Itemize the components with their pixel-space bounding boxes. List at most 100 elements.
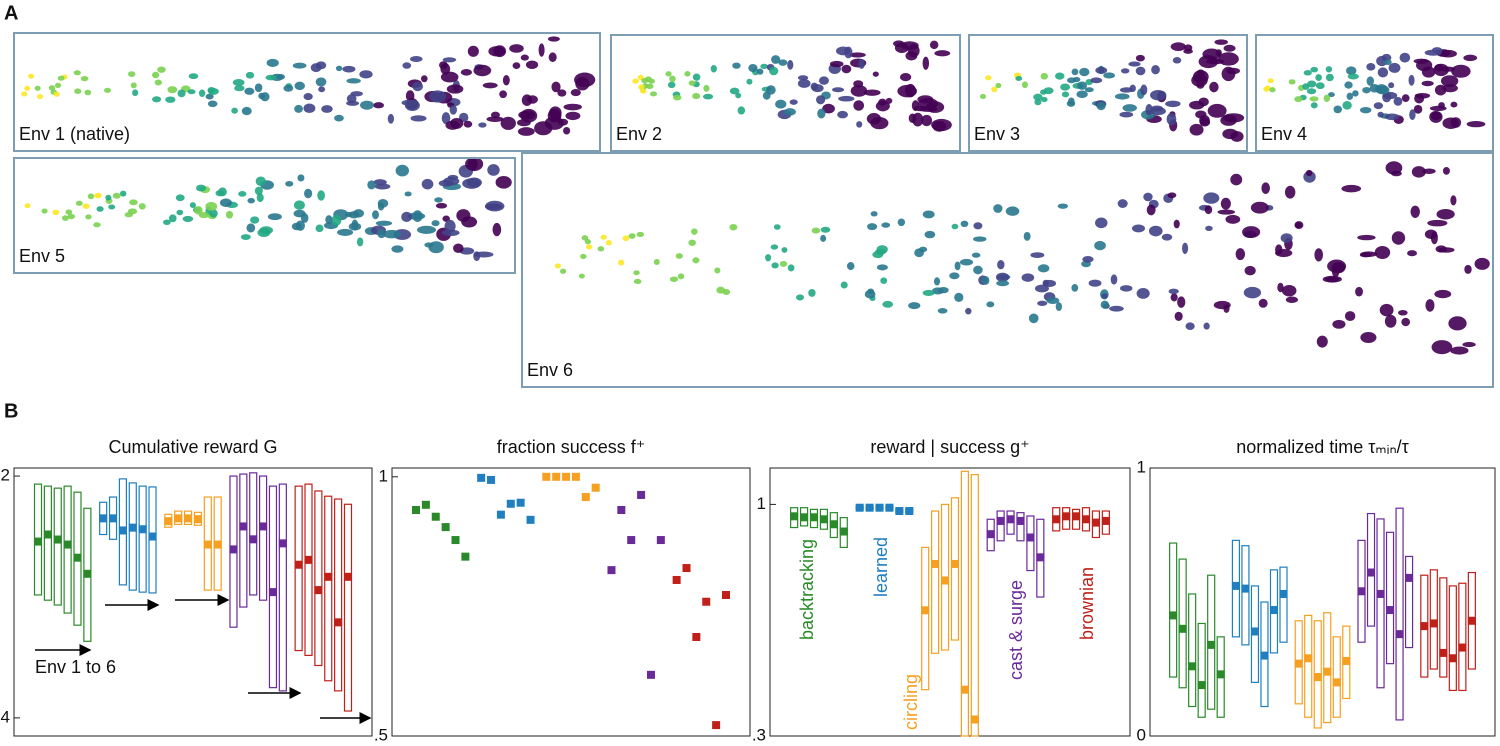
legend-label: circling bbox=[901, 674, 921, 730]
plume-blob bbox=[1146, 204, 1156, 216]
env-label: Env 3 bbox=[974, 124, 1020, 144]
chart-title: normalized time τₘᵢₙ/τ bbox=[1236, 437, 1409, 457]
y-tick-label: 1 bbox=[1137, 457, 1146, 476]
plume-blob bbox=[971, 252, 981, 258]
plume-blob bbox=[1442, 167, 1450, 175]
plume-blob bbox=[1382, 92, 1392, 103]
plume-blob bbox=[993, 204, 1003, 213]
y-tick-label: .3 bbox=[752, 725, 766, 744]
plume-blob bbox=[372, 210, 379, 220]
plume-blob bbox=[482, 82, 498, 89]
plume-blob bbox=[61, 215, 69, 221]
plume-blob bbox=[1131, 224, 1146, 233]
y-tick-label: .5 bbox=[374, 725, 388, 744]
plume-blob bbox=[359, 70, 373, 79]
plume-blob bbox=[1021, 273, 1035, 282]
range-box bbox=[1304, 614, 1313, 718]
plume-blob bbox=[1377, 67, 1389, 78]
median-marker bbox=[627, 536, 636, 545]
plume-blob bbox=[53, 91, 60, 97]
median-marker bbox=[829, 520, 838, 529]
plume-blob bbox=[1028, 313, 1039, 324]
plume-blob bbox=[334, 114, 344, 122]
plume-blob bbox=[445, 120, 460, 130]
range-box bbox=[1429, 569, 1438, 670]
plume-blob bbox=[442, 229, 460, 237]
plume-blob bbox=[692, 93, 701, 100]
median-marker bbox=[702, 597, 711, 606]
plume-blob bbox=[182, 215, 194, 223]
plume-blob bbox=[600, 234, 607, 240]
range-box bbox=[128, 482, 137, 591]
plume-blob bbox=[849, 52, 866, 58]
plume-blob bbox=[1198, 55, 1219, 69]
plume-blob bbox=[622, 235, 630, 242]
plume-blob bbox=[692, 257, 700, 264]
plume-blob bbox=[463, 120, 473, 128]
plume-blob bbox=[1189, 100, 1205, 110]
plume-blob bbox=[766, 85, 776, 95]
range-box bbox=[1016, 512, 1025, 542]
plume-blob bbox=[863, 89, 881, 96]
range-box bbox=[1332, 636, 1341, 718]
median-marker bbox=[692, 632, 701, 641]
plume-blob bbox=[443, 177, 460, 186]
plume-blob bbox=[1369, 83, 1380, 93]
plume-blob bbox=[817, 108, 826, 119]
range-box bbox=[334, 498, 343, 692]
plume-blob bbox=[864, 289, 876, 299]
range-box bbox=[1404, 555, 1414, 649]
median-marker bbox=[334, 618, 343, 627]
plume-blob bbox=[157, 66, 166, 73]
plume-blob bbox=[876, 264, 888, 271]
plume-blob bbox=[778, 59, 788, 66]
plume-blob bbox=[1119, 285, 1133, 292]
plume-blob bbox=[401, 211, 412, 223]
plume-blob bbox=[293, 209, 306, 218]
median-marker bbox=[1231, 581, 1240, 590]
plume-blob bbox=[1409, 109, 1416, 121]
range-box bbox=[1385, 531, 1395, 665]
plume-blob bbox=[1095, 66, 1108, 74]
env-label: Env 5 bbox=[19, 246, 65, 266]
plume-blob bbox=[1346, 92, 1354, 100]
median-marker bbox=[542, 472, 551, 481]
plume-blob bbox=[103, 87, 112, 93]
plume-blob bbox=[373, 179, 387, 186]
plume-blob bbox=[1203, 192, 1220, 204]
median-marker bbox=[164, 517, 173, 526]
plume-blob bbox=[1352, 90, 1359, 97]
plume-blob bbox=[250, 216, 260, 224]
plume-blob bbox=[1355, 286, 1363, 297]
plume-blob bbox=[1359, 252, 1372, 258]
plume-blob bbox=[954, 292, 964, 302]
median-marker bbox=[1376, 589, 1385, 598]
plume-blob bbox=[460, 69, 473, 76]
median-marker bbox=[931, 559, 940, 568]
plume-blob bbox=[669, 276, 679, 282]
median-marker bbox=[1294, 659, 1303, 668]
plume-blob bbox=[1332, 319, 1346, 329]
plume-blob bbox=[837, 110, 849, 119]
env-frame bbox=[610, 34, 961, 152]
plume-blob bbox=[1182, 242, 1189, 255]
plume-blob bbox=[387, 113, 395, 124]
plume-blob bbox=[1431, 47, 1443, 54]
plume-blob bbox=[80, 76, 89, 82]
plume-blob bbox=[636, 231, 645, 238]
plume-blob bbox=[1280, 233, 1293, 243]
plume-blob bbox=[1288, 79, 1296, 85]
plume-blob bbox=[1148, 225, 1163, 237]
plume-blob bbox=[729, 223, 738, 231]
plume-blob bbox=[154, 79, 162, 86]
median-marker bbox=[1072, 512, 1081, 521]
plume-blob bbox=[265, 74, 276, 81]
plume-blob bbox=[1095, 217, 1108, 229]
plume-blob bbox=[509, 44, 524, 53]
plume-blob bbox=[244, 87, 255, 95]
median-marker bbox=[562, 472, 571, 481]
plume-blob bbox=[1294, 221, 1304, 230]
plume-blob bbox=[872, 71, 879, 77]
median-marker bbox=[1207, 640, 1216, 649]
plume-blob bbox=[245, 71, 255, 79]
